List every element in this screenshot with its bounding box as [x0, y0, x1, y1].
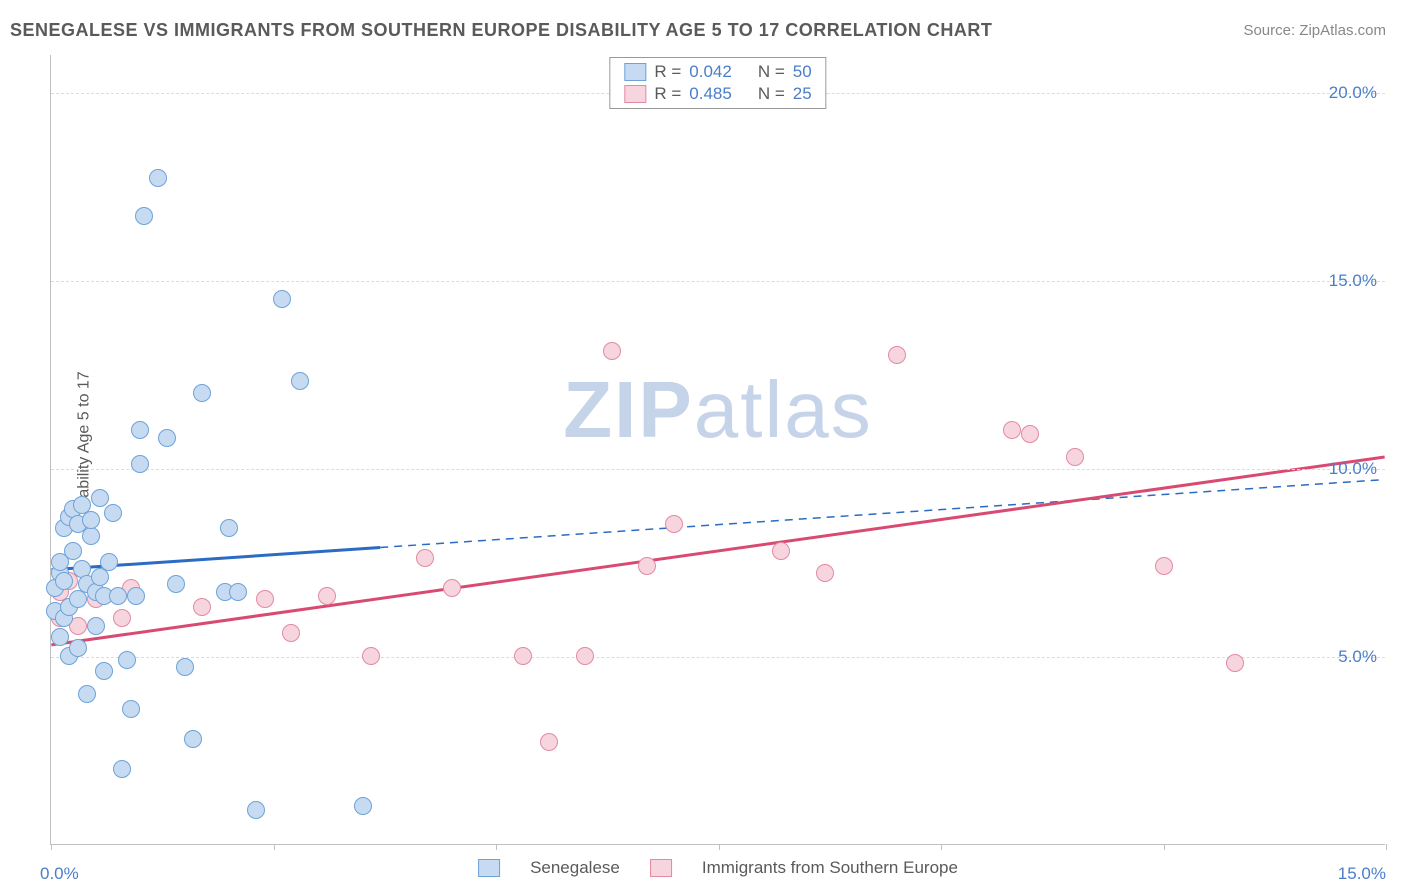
data-point — [256, 590, 274, 608]
data-point — [176, 658, 194, 676]
data-point — [416, 549, 434, 567]
data-point — [273, 290, 291, 308]
r-value-2: 0.485 — [689, 84, 732, 104]
n-label-2: N = — [758, 84, 785, 104]
legend-row-2: R = 0.485 N = 25 — [624, 84, 811, 104]
legend-label-2: Immigrants from Southern Europe — [702, 858, 958, 878]
data-point — [167, 575, 185, 593]
data-point — [158, 429, 176, 447]
data-point — [55, 572, 73, 590]
data-point — [318, 587, 336, 605]
data-point — [87, 617, 105, 635]
data-point — [576, 647, 594, 665]
x-tick-mark — [51, 844, 52, 850]
data-point — [95, 662, 113, 680]
data-point — [540, 733, 558, 751]
data-point — [291, 372, 309, 390]
r-label-1: R = — [654, 62, 681, 82]
data-point — [282, 624, 300, 642]
data-point — [772, 542, 790, 560]
data-point — [229, 583, 247, 601]
data-point — [82, 511, 100, 529]
data-point — [131, 421, 149, 439]
legend-stats: R = 0.042 N = 50 R = 0.485 N = 25 — [609, 57, 826, 109]
data-point — [91, 489, 109, 507]
regression-lines-svg — [51, 55, 1385, 844]
legend-swatch-bottom-2 — [650, 859, 672, 877]
data-point — [193, 598, 211, 616]
y-tick-label: 5.0% — [1338, 647, 1377, 667]
n-value-2: 25 — [793, 84, 812, 104]
data-point — [104, 504, 122, 522]
n-label-1: N = — [758, 62, 785, 82]
data-point — [362, 647, 380, 665]
data-point — [1226, 654, 1244, 672]
y-tick-label: 10.0% — [1329, 459, 1377, 479]
data-point — [118, 651, 136, 669]
x-tick-mark — [274, 844, 275, 850]
x-tick-mark — [719, 844, 720, 850]
data-point — [184, 730, 202, 748]
data-point — [113, 609, 131, 627]
data-point — [443, 579, 461, 597]
data-point — [665, 515, 683, 533]
data-point — [122, 700, 140, 718]
legend-bottom: Senegalese Immigrants from Southern Euro… — [478, 858, 958, 878]
x-tick-mark — [1386, 844, 1387, 850]
gridline — [51, 281, 1385, 282]
x-tick-0: 0.0% — [40, 864, 79, 884]
data-point — [69, 639, 87, 657]
data-point — [109, 587, 127, 605]
x-tick-mark — [941, 844, 942, 850]
y-tick-label: 15.0% — [1329, 271, 1377, 291]
data-point — [131, 455, 149, 473]
gridline — [51, 657, 1385, 658]
legend-swatch-1 — [624, 63, 646, 81]
legend-swatch-bottom-1 — [478, 859, 500, 877]
data-point — [514, 647, 532, 665]
data-point — [1003, 421, 1021, 439]
n-value-1: 50 — [793, 62, 812, 82]
data-point — [220, 519, 238, 537]
x-tick-mark — [496, 844, 497, 850]
data-point — [193, 384, 211, 402]
legend-row-1: R = 0.042 N = 50 — [624, 62, 811, 82]
chart-container: SENEGALESE VS IMMIGRANTS FROM SOUTHERN E… — [0, 0, 1406, 892]
data-point — [51, 628, 69, 646]
data-point — [1155, 557, 1173, 575]
data-point — [78, 685, 96, 703]
legend-label-1: Senegalese — [530, 858, 620, 878]
r-label-2: R = — [654, 84, 681, 104]
data-point — [888, 346, 906, 364]
data-point — [127, 587, 145, 605]
data-point — [113, 760, 131, 778]
data-point — [100, 553, 118, 571]
data-point — [149, 169, 167, 187]
data-point — [1066, 448, 1084, 466]
data-point — [816, 564, 834, 582]
data-point — [354, 797, 372, 815]
data-point — [247, 801, 265, 819]
data-point — [135, 207, 153, 225]
x-tick-6: 15.0% — [1338, 864, 1386, 884]
y-tick-label: 20.0% — [1329, 83, 1377, 103]
r-value-1: 0.042 — [689, 62, 732, 82]
data-point — [64, 542, 82, 560]
data-point — [1021, 425, 1039, 443]
data-point — [638, 557, 656, 575]
x-tick-mark — [1164, 844, 1165, 850]
source-label: Source: ZipAtlas.com — [1243, 22, 1386, 39]
chart-title: SENEGALESE VS IMMIGRANTS FROM SOUTHERN E… — [10, 20, 992, 41]
legend-swatch-2 — [624, 85, 646, 103]
plot-area: ZIPatlas R = 0.042 N = 50 R = 0.485 N = … — [50, 55, 1385, 845]
data-point — [603, 342, 621, 360]
gridline — [51, 469, 1385, 470]
